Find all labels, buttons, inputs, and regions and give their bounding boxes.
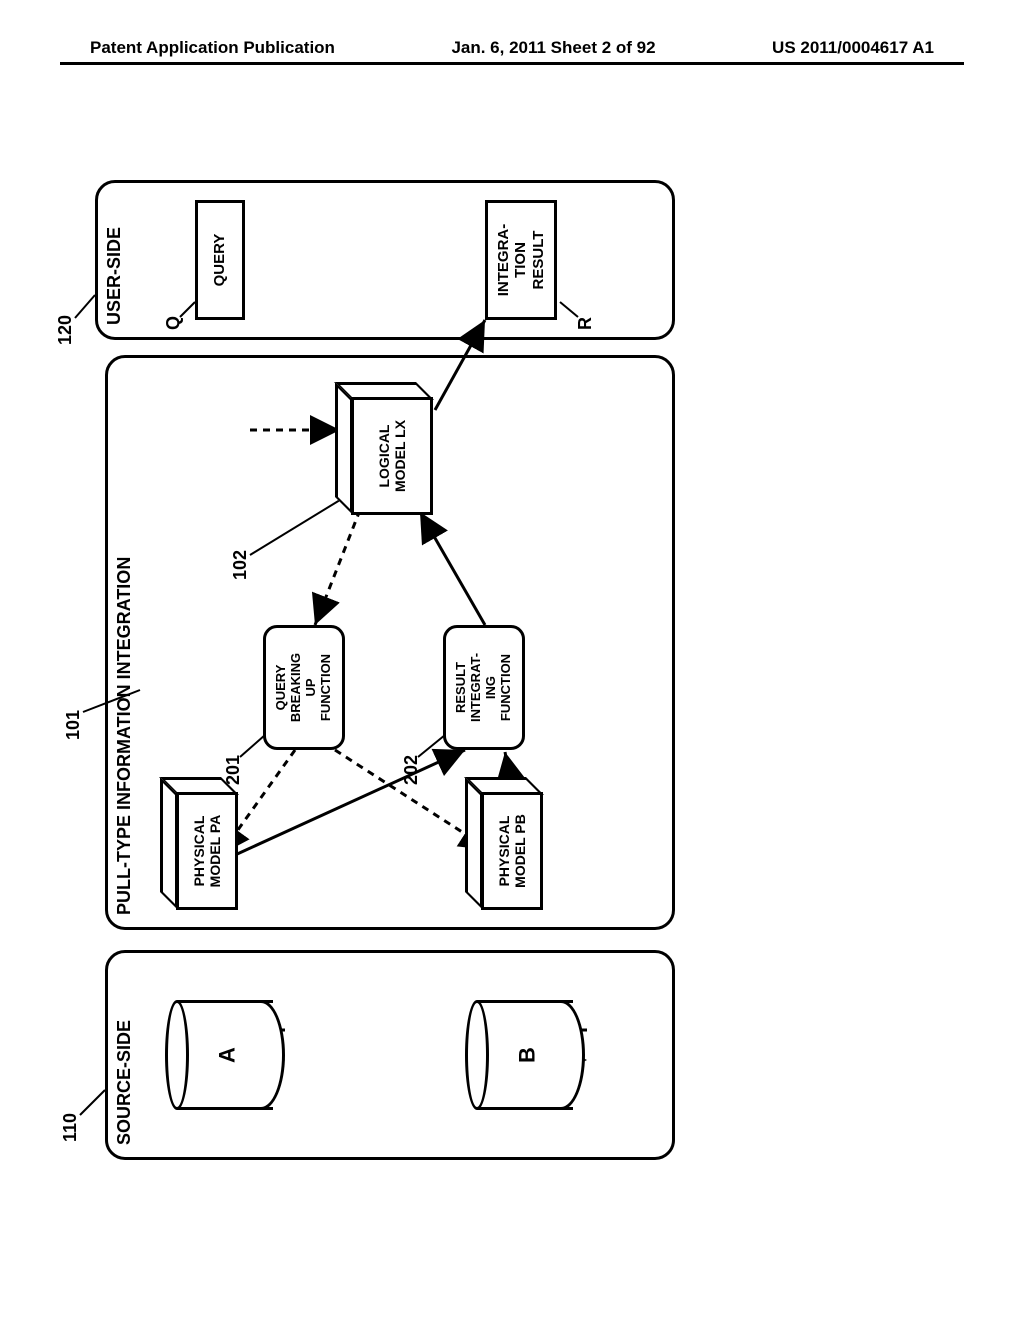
integration-result-box: INTEGRA- TION RESULT xyxy=(485,200,557,320)
ref-r: R xyxy=(575,317,596,330)
ref-202: 202 xyxy=(401,755,422,785)
cylinder-a-label: A xyxy=(215,1047,241,1063)
ref-110: 110 xyxy=(60,1113,81,1142)
header-left: Patent Application Publication xyxy=(90,38,335,58)
diagram: SOURCE-SIDE 110 A B PULL-TYPE INFORMATIO… xyxy=(5,160,725,1190)
query-text: QUERY xyxy=(211,234,228,287)
result-text: INTEGRA- TION RESULT xyxy=(495,224,547,297)
ref-120: 120 xyxy=(55,315,76,345)
result-int-text: RESULT INTEGRAT- ING FUNCTION xyxy=(454,653,514,722)
ref-102: 102 xyxy=(230,550,251,580)
figure-rotated-container: FIG.2 xyxy=(5,315,1024,1035)
cylinder-a: A xyxy=(165,1000,285,1110)
pb-text: PHYSICAL MODEL PB xyxy=(496,814,528,888)
query-box: QUERY xyxy=(195,200,245,320)
header-rule xyxy=(60,62,964,65)
user-side-label: USER-SIDE xyxy=(104,227,125,325)
header-center: Jan. 6, 2011 Sheet 2 of 92 xyxy=(451,38,655,58)
cylinder-b: B xyxy=(465,1000,585,1110)
query-break-text: QUERY BREAKING UP FUNCTION xyxy=(274,653,334,722)
integration-label: PULL-TYPE INFORMATION INTEGRATION xyxy=(114,557,135,915)
result-integrating-function: RESULT INTEGRAT- ING FUNCTION xyxy=(443,625,525,750)
page-header: Patent Application Publication Jan. 6, 2… xyxy=(0,38,1024,58)
source-side-label: SOURCE-SIDE xyxy=(114,1020,135,1145)
ref-201: 201 xyxy=(223,755,244,785)
header-right: US 2011/0004617 A1 xyxy=(772,38,934,58)
query-breaking-function: QUERY BREAKING UP FUNCTION xyxy=(263,625,345,750)
lx-text: LOGICAL MODEL LX xyxy=(376,420,408,492)
pa-text: PHYSICAL MODEL PA xyxy=(191,815,223,888)
cylinder-b-label: B xyxy=(515,1047,541,1063)
ref-101: 101 xyxy=(63,710,84,740)
ref-q: Q xyxy=(163,316,184,330)
